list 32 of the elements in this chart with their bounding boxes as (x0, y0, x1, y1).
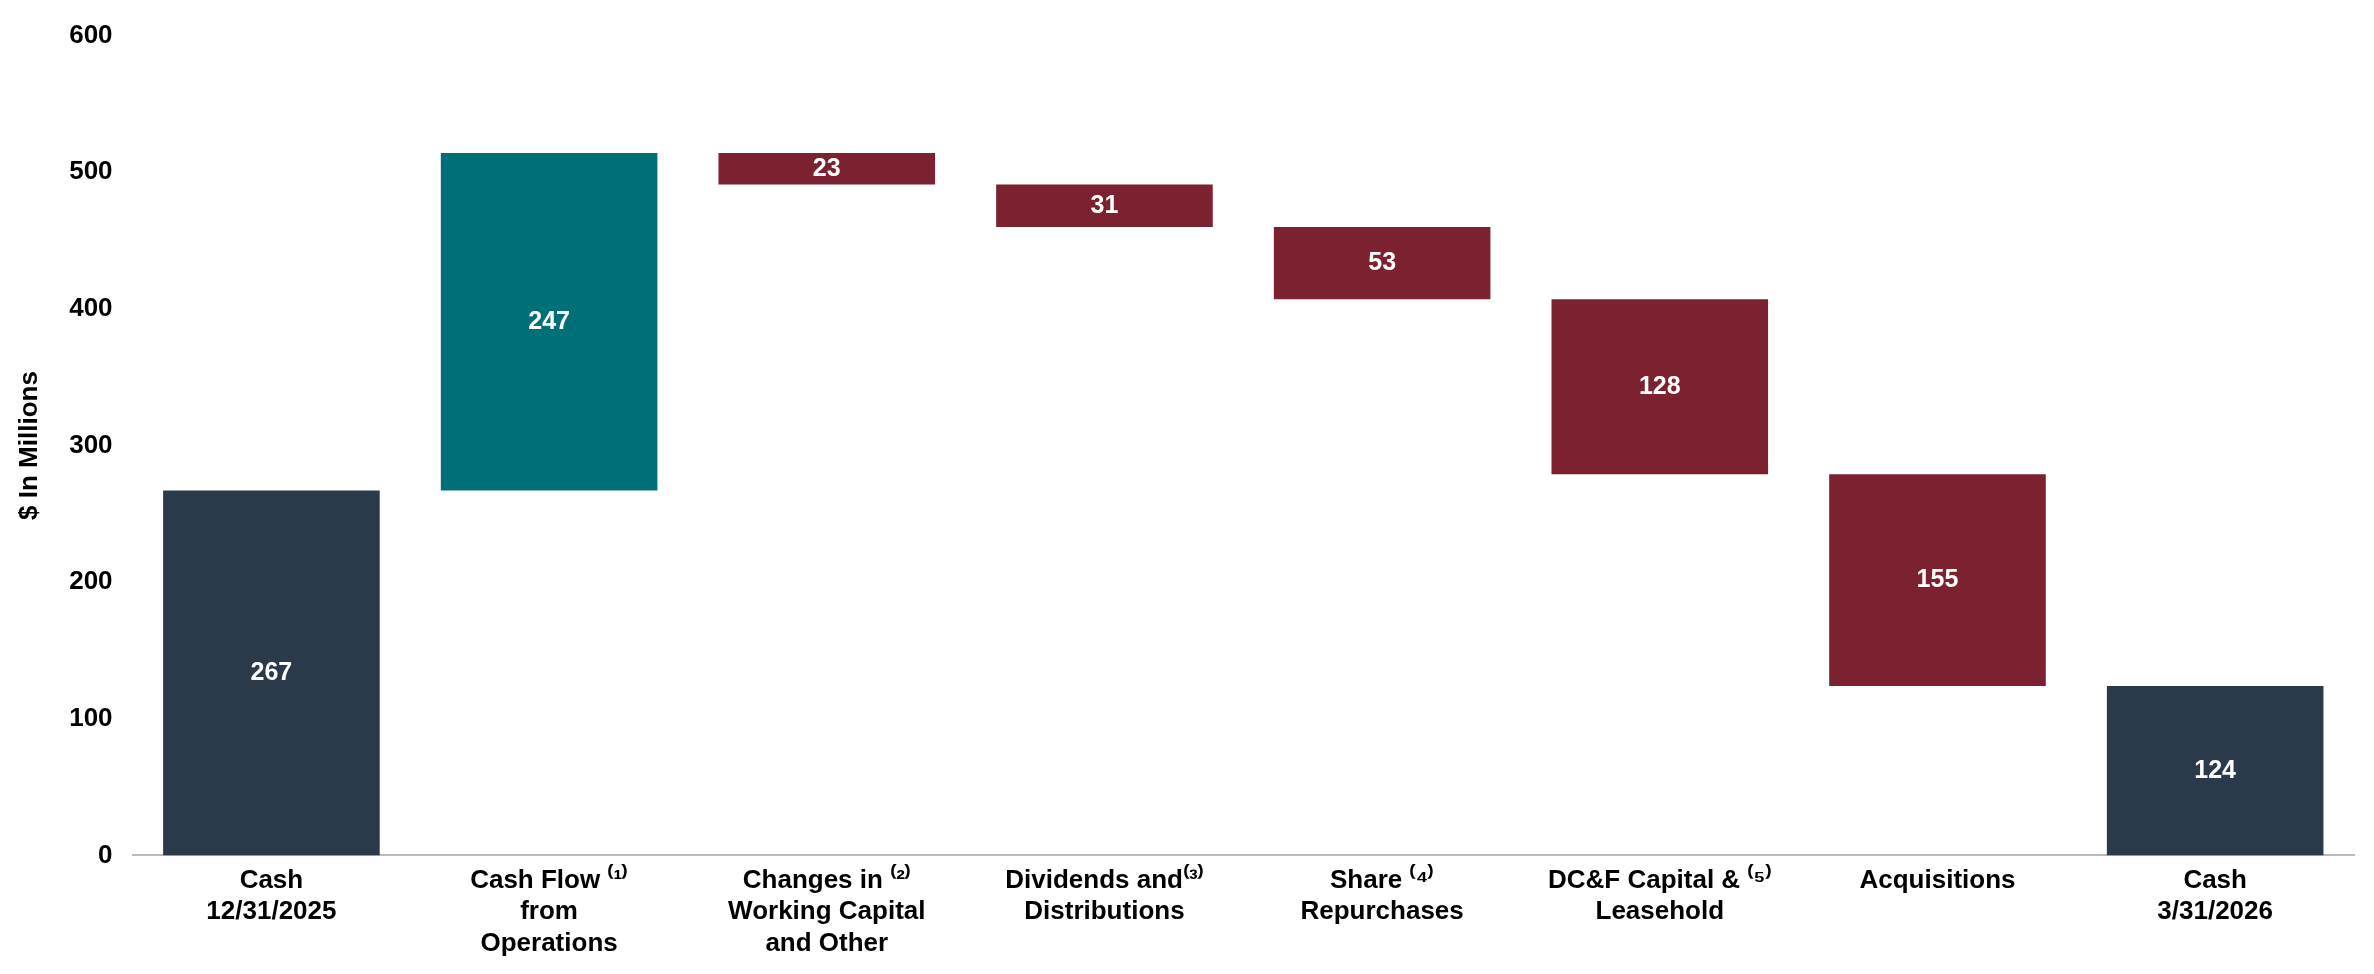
x-tick-label: Cash Flow ⁽¹⁾ from Operations (470, 863, 629, 957)
bar (996, 184, 1213, 227)
bar (163, 490, 380, 856)
data-label: 124 (2194, 754, 2237, 783)
y-tick-label: 500 (69, 155, 113, 186)
y-tick-label: 200 (69, 565, 113, 596)
x-tick-label: Cash 12/31/2025 (206, 864, 337, 926)
data-label: 31 (1090, 189, 1119, 218)
x-tick-label: Changes in ⁽²⁾ Working Capital and Other (728, 863, 926, 957)
y-tick-label: 400 (69, 292, 113, 323)
data-label: 23 (812, 152, 841, 181)
data-label: 267 (250, 656, 293, 685)
data-label: 155 (1916, 563, 1959, 592)
data-label: 247 (528, 305, 570, 334)
y-axis-title: $ In Millions (12, 371, 43, 520)
x-tick-label: Dividends and⁽³⁾ Distributions (1005, 863, 1204, 926)
bar (2106, 685, 2324, 856)
bar (1829, 474, 2046, 686)
bar (440, 153, 658, 491)
bar (718, 153, 936, 185)
x-tick-label: Share ⁽⁴⁾ Repurchases (1300, 863, 1464, 926)
bar (1551, 299, 1769, 475)
y-tick-label: 0 (98, 838, 113, 869)
data-label: 128 (1638, 370, 1681, 399)
y-tick-label: 300 (69, 428, 113, 459)
y-tick-label: 600 (69, 18, 113, 49)
data-label: 53 (1368, 246, 1397, 275)
bar (1273, 226, 1491, 300)
x-tick-label: Acquisitions (1859, 864, 2016, 895)
y-tick-label: 100 (69, 701, 113, 732)
x-tick-label: DC&F Capital & ⁽⁵⁾ Leasehold (1548, 863, 1772, 926)
x-tick-label: Cash 3/31/2026 (2157, 864, 2273, 926)
